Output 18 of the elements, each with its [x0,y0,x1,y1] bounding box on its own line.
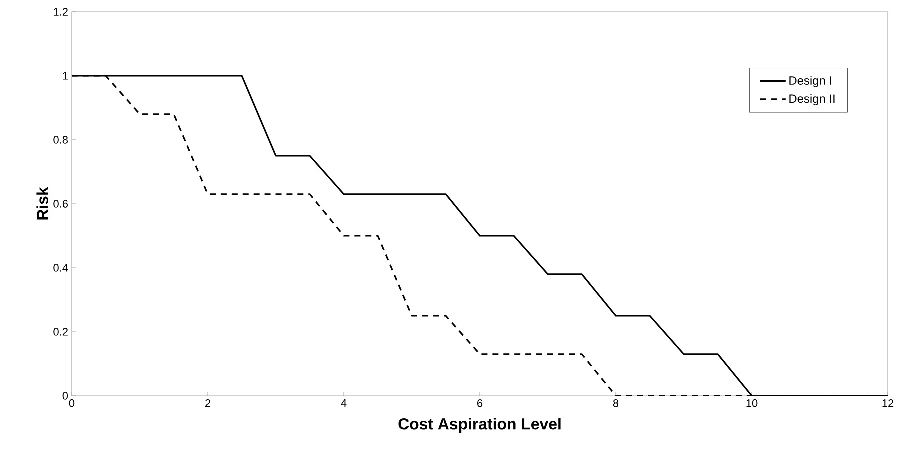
y-tick-label: 1 [63,72,68,80]
legend-label: Design I [790,76,832,88]
y-tick-label: 0.4 [54,264,68,272]
y-tick-label: 0.6 [54,200,68,208]
x-tick-label: 8 [613,400,619,408]
y-tick-label: 0.8 [54,136,68,144]
x-tick-label: 4 [341,400,347,408]
x-tick-label: 10 [746,400,758,408]
y-tick-label: 1.2 [54,8,68,16]
x-tick-label: 2 [206,400,210,408]
x-axis-title: Cost Aspiration Level [398,418,561,433]
x-tick-label: 12 [882,400,894,408]
x-tick-label: 0 [69,400,75,408]
y-tick-label: 0 [62,392,68,400]
y-tick-label: 0.2 [54,328,68,336]
legend-label: Design II [790,94,835,106]
y-axis-title: Risk [36,187,48,220]
x-tick-label: 6 [478,400,483,408]
